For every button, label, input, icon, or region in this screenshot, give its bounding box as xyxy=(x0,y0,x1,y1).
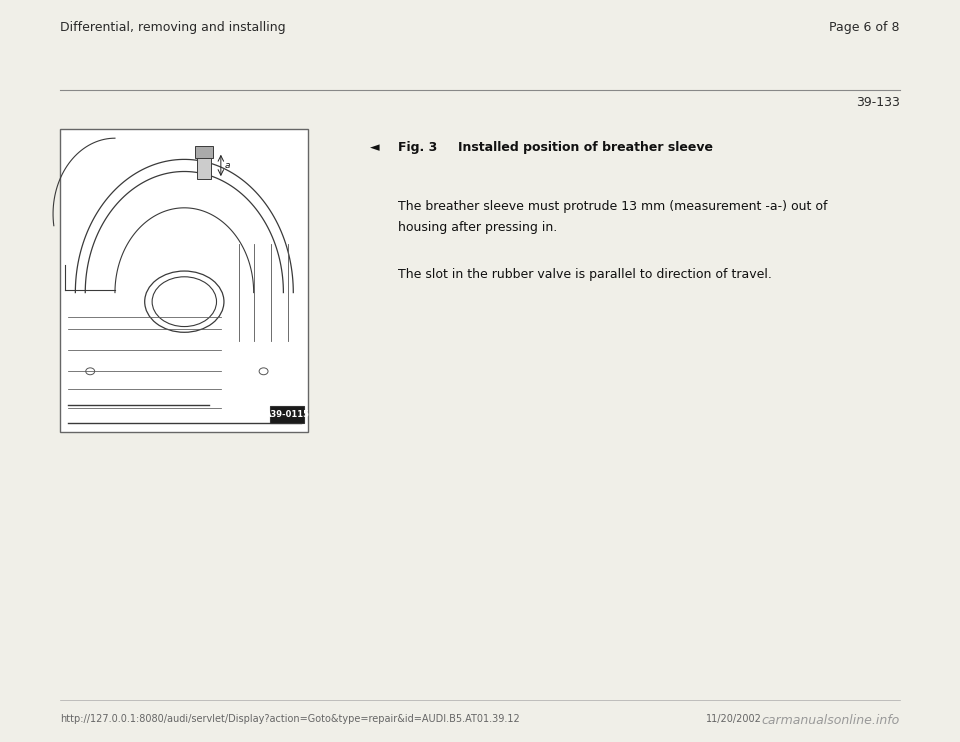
Text: Installed position of breather sleeve: Installed position of breather sleeve xyxy=(458,142,713,154)
Text: A39-0115: A39-0115 xyxy=(265,410,310,418)
Text: carmanualsonline.info: carmanualsonline.info xyxy=(761,714,900,727)
Text: http://127.0.0.1:8080/audi/servlet/Display?action=Goto&type=repair&id=AUDI.B5.AT: http://127.0.0.1:8080/audi/servlet/Displ… xyxy=(60,714,520,723)
Text: housing after pressing in.: housing after pressing in. xyxy=(398,221,558,234)
Text: ◄: ◄ xyxy=(370,142,379,154)
Text: Differential, removing and installing: Differential, removing and installing xyxy=(60,21,286,34)
Text: Fig. 3: Fig. 3 xyxy=(398,142,438,154)
Text: Page 6 of 8: Page 6 of 8 xyxy=(829,21,900,34)
Text: 11/20/2002: 11/20/2002 xyxy=(706,714,761,723)
FancyBboxPatch shape xyxy=(60,129,308,432)
Text: 39-133: 39-133 xyxy=(855,96,900,109)
Text: The breather sleeve must protrude 13 mm (measurement -a-) out of: The breather sleeve must protrude 13 mm … xyxy=(398,200,828,213)
Text: a: a xyxy=(225,161,230,170)
Bar xyxy=(198,152,211,179)
Text: The slot in the rubber valve is parallel to direction of travel.: The slot in the rubber valve is parallel… xyxy=(398,268,772,281)
Bar xyxy=(195,145,213,158)
Bar xyxy=(271,406,304,423)
